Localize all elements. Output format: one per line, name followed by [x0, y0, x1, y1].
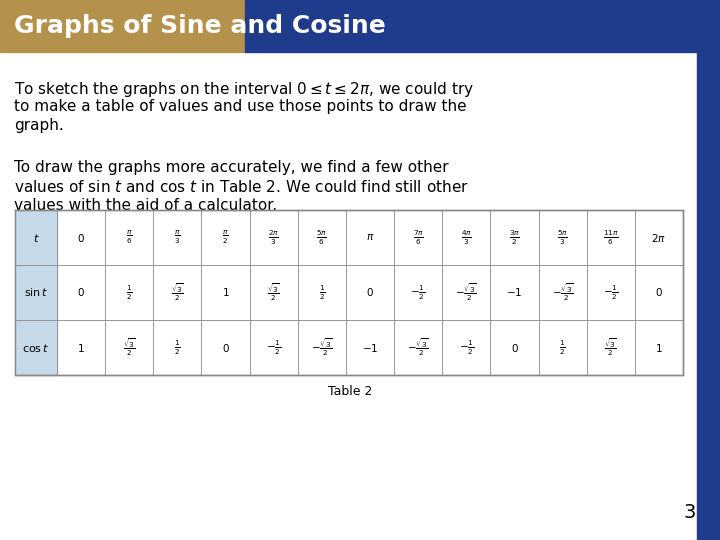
Text: $-1$: $-1$ [506, 287, 523, 299]
Bar [0, 0, 245, 52]
Text: $\frac{7\pi}{6}$: $\frac{7\pi}{6}$ [413, 228, 423, 247]
Text: 3: 3 [684, 503, 696, 522]
Text: $0$: $0$ [77, 232, 85, 244]
Text: values with the aid of a calculator.: values with the aid of a calculator. [14, 198, 277, 213]
Text: $\frac{\sqrt{3}}{2}$: $\frac{\sqrt{3}}{2}$ [604, 336, 617, 359]
Text: $-1$: $-1$ [362, 341, 378, 354]
Bar [245, 0, 697, 52]
Text: $\frac{5\pi}{3}$: $\frac{5\pi}{3}$ [557, 228, 568, 247]
Text: $1$: $1$ [655, 341, 662, 354]
Text: $-\frac{\sqrt{3}}{2}$: $-\frac{\sqrt{3}}{2}$ [408, 336, 429, 359]
Text: $\sin t$: $\sin t$ [24, 287, 48, 299]
Text: $\frac{2\pi}{3}$: $\frac{2\pi}{3}$ [268, 228, 279, 247]
Text: $0$: $0$ [222, 341, 230, 354]
Text: $\frac{\pi}{2}$: $\frac{\pi}{2}$ [222, 229, 229, 246]
Text: $\frac{\pi}{6}$: $\frac{\pi}{6}$ [126, 229, 132, 246]
Text: $1$: $1$ [222, 287, 230, 299]
Text: to make a table of values and use those points to draw the: to make a table of values and use those … [14, 99, 467, 114]
Text: graph.: graph. [14, 118, 64, 133]
Text: $-\frac{1}{2}$: $-\frac{1}{2}$ [410, 284, 426, 302]
Text: $0$: $0$ [655, 287, 663, 299]
Text: $\frac{1}{2}$: $\frac{1}{2}$ [318, 284, 325, 302]
Text: $0$: $0$ [77, 287, 85, 299]
Text: To draw the graphs more accurately, we find a few other: To draw the graphs more accurately, we f… [14, 160, 449, 175]
Text: $-\frac{\sqrt{3}}{2}$: $-\frac{\sqrt{3}}{2}$ [456, 282, 477, 303]
Text: $\frac{11\pi}{6}$: $\frac{11\pi}{6}$ [603, 228, 618, 247]
Text: $\frac{\sqrt{3}}{2}$: $\frac{\sqrt{3}}{2}$ [122, 336, 135, 359]
Text: $0$: $0$ [366, 287, 374, 299]
Bar [15, 320, 57, 375]
Bar [697, 0, 720, 540]
Text: $\cos t$: $\cos t$ [22, 341, 50, 354]
Text: To sketch the graphs on the interval $0 \leq t \leq 2\pi$, we could try: To sketch the graphs on the interval $0 … [14, 80, 474, 99]
Text: $-\frac{\sqrt{3}}{2}$: $-\frac{\sqrt{3}}{2}$ [552, 282, 573, 303]
Text: $\frac{\sqrt{3}}{2}$: $\frac{\sqrt{3}}{2}$ [267, 282, 280, 303]
Text: $1$: $1$ [77, 341, 85, 354]
Text: $\frac{5\pi}{6}$: $\frac{5\pi}{6}$ [316, 228, 328, 247]
Bar [15, 265, 57, 320]
Text: $\frac{1}{2}$: $\frac{1}{2}$ [174, 338, 181, 357]
Text: $-\frac{1}{2}$: $-\frac{1}{2}$ [459, 338, 474, 357]
Text: $2\pi$: $2\pi$ [652, 232, 667, 244]
Bar [15, 210, 57, 265]
Text: Graphs of Sine and Cosine: Graphs of Sine and Cosine [14, 14, 386, 38]
Text: $t$: $t$ [32, 232, 40, 244]
Text: $\frac{4\pi}{3}$: $\frac{4\pi}{3}$ [461, 228, 472, 247]
Text: $\frac{\sqrt{3}}{2}$: $\frac{\sqrt{3}}{2}$ [171, 282, 184, 303]
Text: $\frac{\pi}{3}$: $\frac{\pi}{3}$ [174, 229, 181, 246]
Text: values of sin $t$ and cos $t$ in Table 2. We could find still other: values of sin $t$ and cos $t$ in Table 2… [14, 179, 469, 195]
Text: $-\frac{1}{2}$: $-\frac{1}{2}$ [603, 284, 618, 302]
Text: Table 2: Table 2 [328, 385, 372, 398]
Text: $-\frac{\sqrt{3}}{2}$: $-\frac{\sqrt{3}}{2}$ [311, 336, 333, 359]
Text: $-\frac{1}{2}$: $-\frac{1}{2}$ [266, 338, 282, 357]
Text: $0$: $0$ [510, 341, 518, 354]
Text: $\frac{1}{2}$: $\frac{1}{2}$ [559, 338, 566, 357]
Text: $\pi$: $\pi$ [366, 233, 374, 242]
Text: $\frac{3\pi}{2}$: $\frac{3\pi}{2}$ [509, 228, 520, 247]
Text: $\frac{1}{2}$: $\frac{1}{2}$ [126, 284, 132, 302]
